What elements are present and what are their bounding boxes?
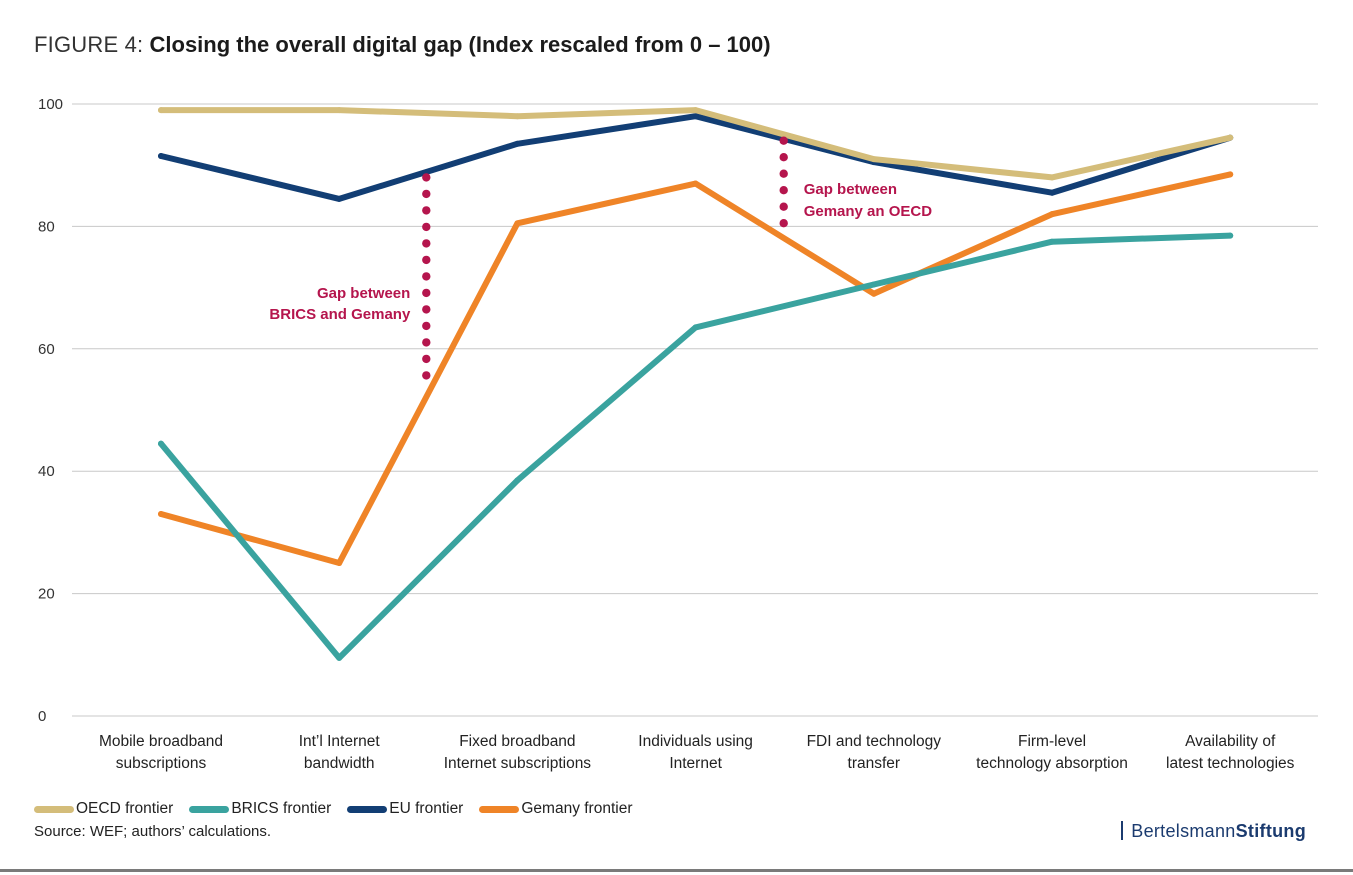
figure-prefix: FIGURE 4: <box>34 32 144 57</box>
brand-logo: BertelsmannStiftung <box>1121 821 1306 842</box>
gap-dot <box>422 239 431 248</box>
x-category-label: Firm-level <box>1018 733 1086 750</box>
gap-dot <box>422 354 431 364</box>
x-category-label: Availability of <box>1185 733 1276 750</box>
figure-main-title: Closing the overall digital gap (Index r… <box>149 32 771 57</box>
gap-dot <box>422 222 431 232</box>
x-category-label: transfer <box>848 755 901 772</box>
gap-dot <box>422 255 431 265</box>
legend: OECD frontier BRICS frontier EU frontier Ge… <box>34 798 649 820</box>
gap-dot <box>779 202 788 211</box>
gap-annotation-label: Gemany an OECD <box>804 203 933 220</box>
gap-dot <box>422 305 431 314</box>
data-point <box>692 107 699 114</box>
data-point <box>1227 134 1234 141</box>
data-point <box>692 113 699 120</box>
x-category-label: FDI and technology <box>807 733 942 750</box>
data-point <box>514 477 521 484</box>
brand-bar-icon <box>1121 821 1124 840</box>
data-point <box>336 107 343 114</box>
brand-name-part1: Bertelsmann <box>1131 821 1236 841</box>
data-point <box>514 220 521 227</box>
legend-swatch <box>189 805 230 813</box>
data-point <box>1227 171 1234 178</box>
gap-annotation-label: Gap between <box>804 181 897 198</box>
x-category-label: Individuals using <box>638 733 753 750</box>
y-tick-label: 0 <box>38 708 46 725</box>
x-category-label: subscriptions <box>116 755 207 772</box>
x-category-label: Fixed broadband <box>459 733 575 750</box>
data-point <box>692 180 699 187</box>
x-category-label: technology absorption <box>976 755 1128 772</box>
data-point <box>1227 232 1234 239</box>
gap-annotation-label: BRICS and Gemany <box>269 306 411 323</box>
bottom-rule <box>0 869 1353 872</box>
data-point <box>158 440 164 447</box>
series-line-oecd-frontier <box>158 107 1234 181</box>
y-tick-label: 40 <box>38 463 55 480</box>
gap-dot <box>422 206 431 215</box>
x-category-label: latest technologies <box>1166 755 1295 772</box>
legend-swatch <box>34 805 74 813</box>
data-point <box>1049 174 1055 181</box>
brand-name-part2: Stiftung <box>1235 821 1306 841</box>
data-point <box>1049 189 1055 196</box>
gap-dot <box>422 288 431 298</box>
legend-label: EU frontier <box>389 800 464 817</box>
data-point <box>158 153 164 160</box>
legend-item: BRICS frontier <box>189 800 331 818</box>
gap-dot <box>422 189 431 199</box>
gap-dot <box>422 338 431 347</box>
data-point <box>336 195 343 202</box>
x-category-label: Mobile broadband <box>99 733 223 750</box>
legend-swatch <box>347 805 388 813</box>
gap-annotation-1 <box>422 173 431 380</box>
source-note: Source: WEF; authors’ calculations. <box>34 823 272 840</box>
legend-item: Gemany frontier <box>479 800 633 818</box>
data-point <box>336 560 343 566</box>
gap-dot <box>779 136 788 145</box>
gap-dot <box>422 321 431 331</box>
x-category-label: Int’l Internet <box>299 733 381 750</box>
y-tick-label: 80 <box>38 218 55 235</box>
y-tick-label: 100 <box>38 96 63 113</box>
data-point <box>514 140 521 147</box>
data-point <box>870 290 877 297</box>
x-category-label: bandwidth <box>304 755 375 772</box>
gap-dot <box>422 371 431 380</box>
gap-dot <box>422 173 431 182</box>
gap-dot <box>779 186 788 195</box>
legend-label: Gemany frontier <box>521 800 633 817</box>
gap-dot <box>779 169 788 178</box>
gap-dot <box>779 219 788 228</box>
gap-annotation-2 <box>779 136 788 228</box>
gap-dot <box>779 153 788 162</box>
data-point <box>336 654 343 661</box>
line-chart: 0 20 40 60 80 100 Mobile broadband subscription… <box>38 96 1318 772</box>
data-point <box>1049 238 1055 245</box>
legend-item: OECD frontier <box>34 800 173 818</box>
data-point <box>870 281 877 288</box>
data-point <box>514 113 521 120</box>
legend-swatch <box>479 805 520 813</box>
gap-annotation-label: Gap between <box>317 285 410 302</box>
figure-title: FIGURE 4: Closing the overall digital ga… <box>34 32 771 58</box>
series-line-gemany-frontier <box>158 171 1234 566</box>
data-point <box>158 107 164 114</box>
y-tick-label: 60 <box>38 341 55 358</box>
y-tick-label: 20 <box>38 586 55 603</box>
gap-dot <box>422 272 431 281</box>
x-category-label: Internet <box>669 755 722 772</box>
data-point <box>1049 211 1055 218</box>
x-category-label: Internet subscriptions <box>444 755 592 772</box>
legend-item: EU frontier <box>347 800 463 818</box>
legend-label: OECD frontier <box>76 800 174 817</box>
legend-label: BRICS frontier <box>231 800 332 817</box>
data-point <box>158 511 164 518</box>
data-point <box>870 156 877 163</box>
data-point <box>692 324 699 331</box>
